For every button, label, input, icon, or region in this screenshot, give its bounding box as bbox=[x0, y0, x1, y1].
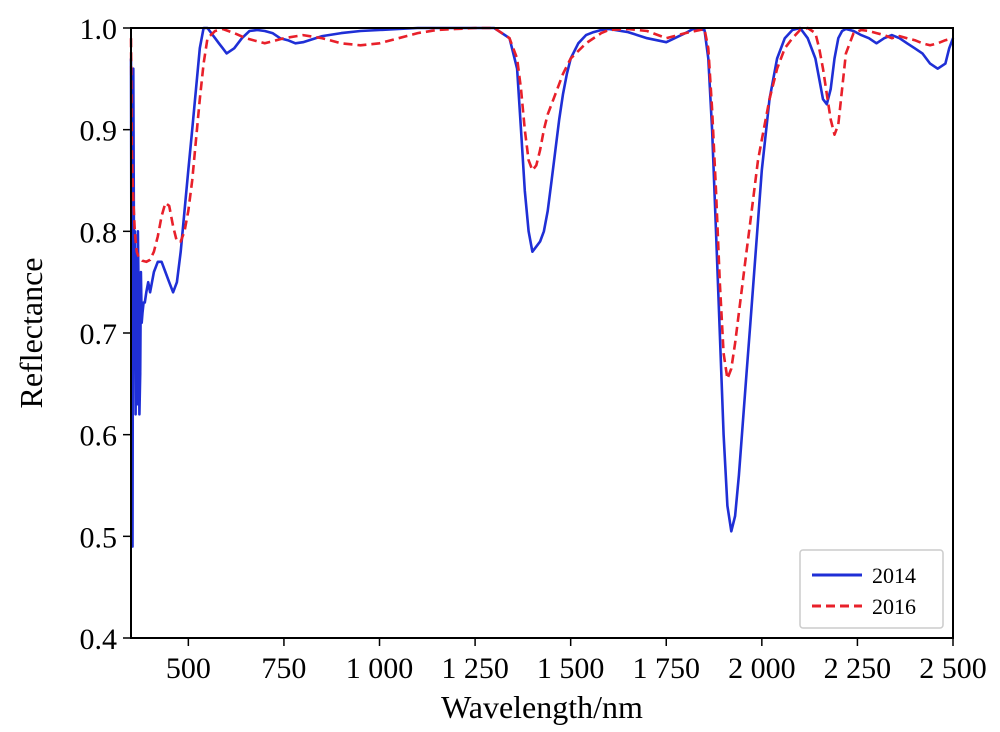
legend-box bbox=[799, 549, 944, 629]
x-tick-label: 2 000 bbox=[728, 652, 796, 685]
y-tick-label: 0.8 bbox=[80, 216, 118, 249]
x-tick-label: 1 250 bbox=[441, 652, 509, 685]
y-tick-label: 0.4 bbox=[80, 623, 118, 656]
y-tick-label: 0.7 bbox=[80, 318, 118, 351]
x-axis-title: Wavelength/nm bbox=[441, 689, 643, 725]
legend: 2014 2016 bbox=[799, 549, 944, 629]
y-tick-label: 0.9 bbox=[80, 115, 118, 148]
y-tick-label: 1.0 bbox=[80, 13, 118, 46]
legend-label-2014: 2014 bbox=[872, 563, 916, 588]
y-tick-label: 0.6 bbox=[80, 420, 118, 453]
x-tick-label: 2 250 bbox=[824, 652, 892, 685]
axis-ticks: 500 750 1 000 1 250 1 500 1 750 2 000 2 250 2 50… bbox=[80, 13, 987, 685]
x-tick-label: 1 750 bbox=[633, 652, 701, 685]
legend-label-2016: 2016 bbox=[872, 594, 916, 619]
plot-frame bbox=[130, 27, 954, 639]
y-tick-label: 0.5 bbox=[80, 521, 118, 554]
x-tick-label: 1 000 bbox=[346, 652, 414, 685]
x-tick-label: 750 bbox=[261, 652, 306, 685]
series-line-2014 bbox=[129, 26, 955, 548]
x-tick-label: 500 bbox=[166, 652, 211, 685]
y-axis-title: Reflectance bbox=[13, 258, 49, 409]
series-line-2016 bbox=[129, 26, 954, 381]
series-layer bbox=[129, 26, 955, 548]
x-tick-label: 1 500 bbox=[537, 652, 605, 685]
x-tick-label: 2 500 bbox=[919, 652, 987, 685]
